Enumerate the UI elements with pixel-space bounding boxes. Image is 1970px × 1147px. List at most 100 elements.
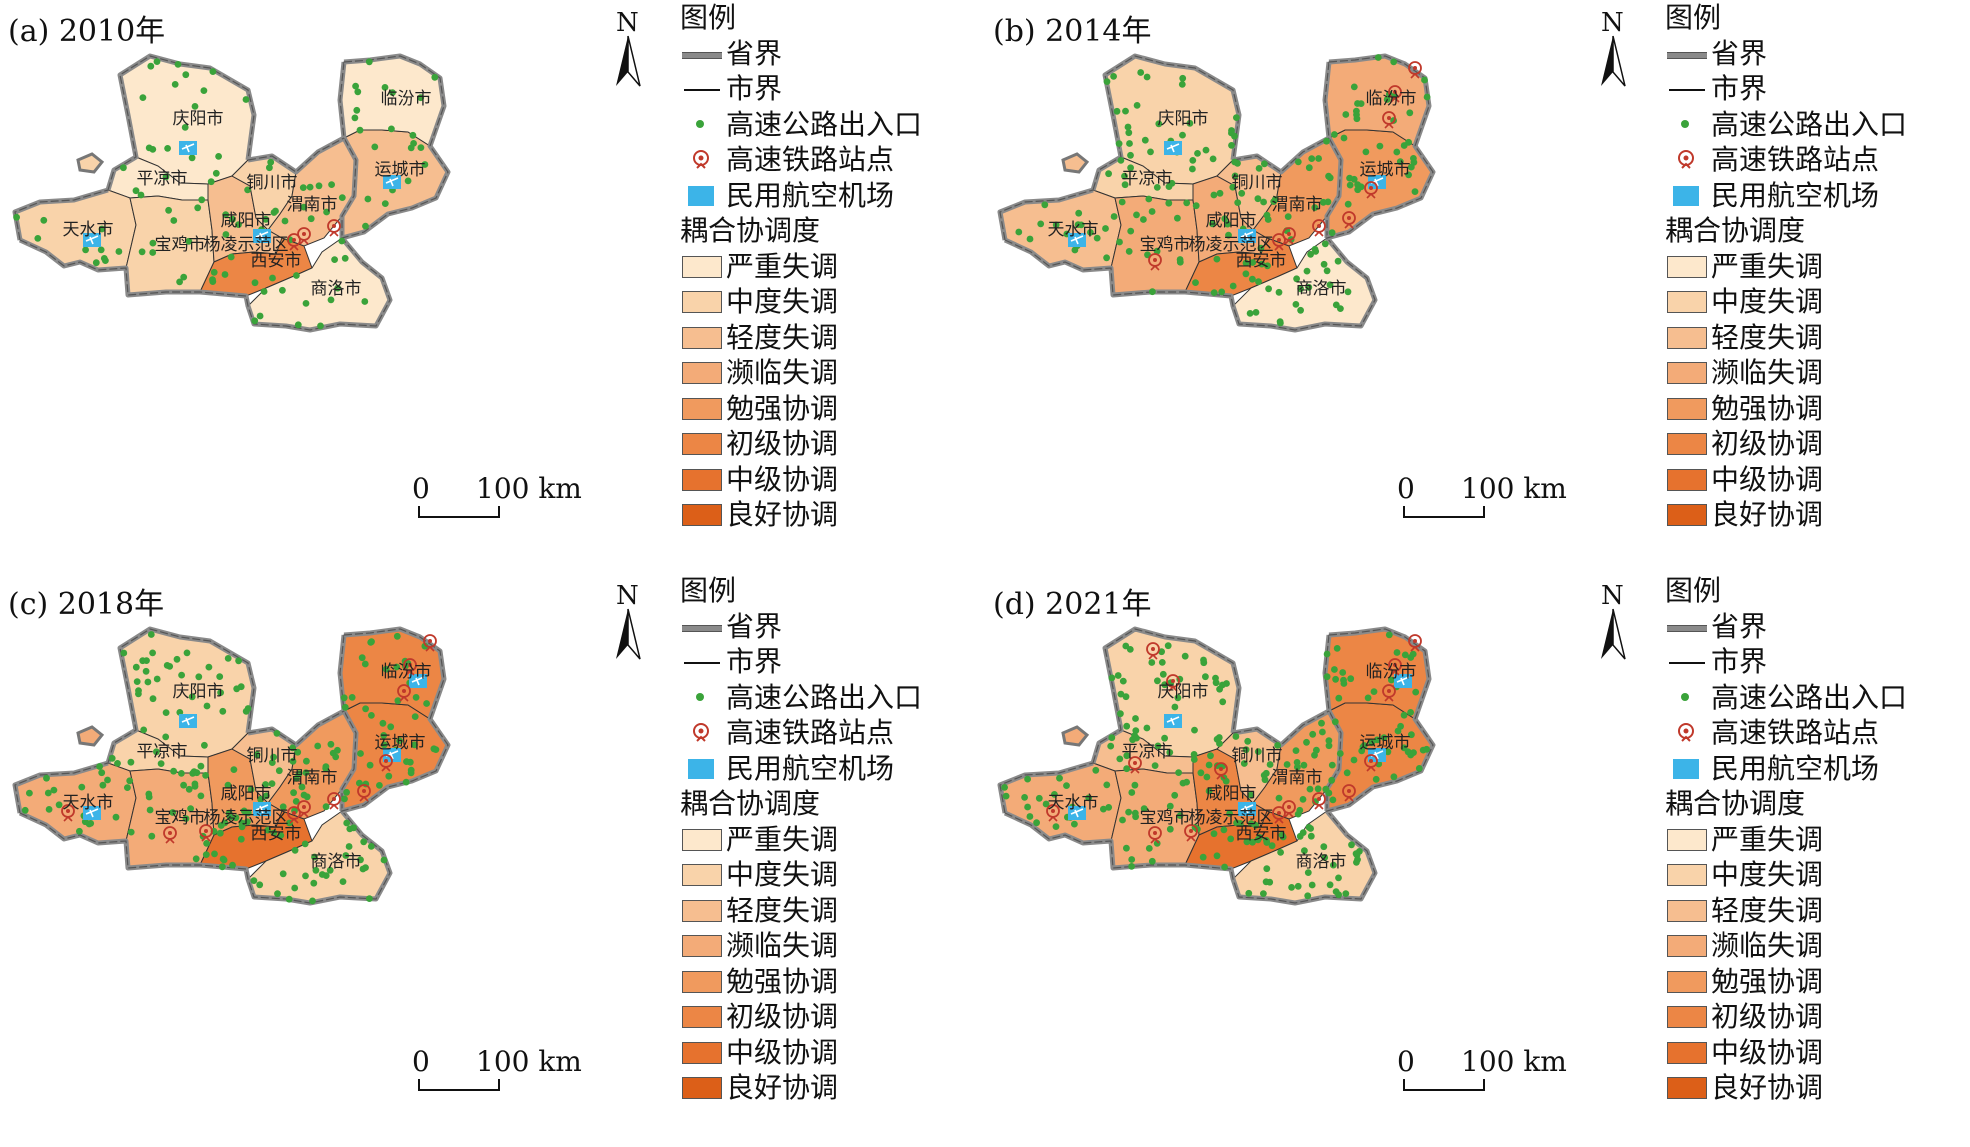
legend-class-3-symbol — [680, 893, 726, 929]
highway-exit-dot — [270, 753, 277, 761]
legend-class-5: 勉强协调 — [1665, 391, 1965, 427]
highway-exit-dot — [135, 690, 142, 698]
highway-exit-dot — [1299, 796, 1307, 803]
city-label-渭南: 渭南市 — [287, 768, 338, 788]
highway-exit-dot — [1178, 81, 1186, 88]
highway-exit-dot — [1234, 159, 1241, 167]
highway-exit-dot — [247, 786, 255, 793]
highway-exit-dot — [1344, 288, 1352, 296]
region-islet — [1061, 725, 1090, 747]
highway-exit-dot — [1344, 200, 1352, 208]
airport-icon — [1238, 229, 1256, 243]
highway-exit-dot — [1108, 734, 1116, 742]
highway-exit-dot — [1323, 650, 1331, 658]
highway-exit-dot — [1153, 247, 1161, 255]
highway-exit-dot — [403, 758, 410, 765]
highway-exit-dot — [366, 895, 373, 902]
highway-exit-dot — [1296, 806, 1304, 814]
highway-exit-dot — [343, 819, 351, 827]
highway-exit-dot — [379, 719, 387, 727]
legend-class-8-label: 良好协调 — [726, 498, 839, 531]
city-label-临汾: 临汾市 — [1366, 89, 1417, 109]
highway-exit-dot — [1213, 255, 1221, 263]
highway-exit-dot — [1242, 259, 1250, 267]
highway-exit-dot — [1145, 845, 1153, 852]
highway-exit-dot — [180, 273, 188, 281]
highway-exit-dot — [240, 807, 248, 815]
province-boundary-dash — [14, 762, 109, 814]
highway-exit-dot — [145, 790, 153, 798]
province-boundary-icon — [1667, 51, 1707, 59]
highway-exit-dot — [146, 806, 154, 814]
highway-exit-dot — [256, 881, 264, 889]
city-label-铜川: 铜川市 — [247, 173, 298, 193]
province-boundary-dash — [1326, 628, 1434, 812]
highway-exit-dot — [1171, 791, 1179, 799]
city-label-渭南: 渭南市 — [1272, 768, 1323, 788]
highway-exit-dot — [78, 783, 86, 791]
highway-exit-dot — [97, 246, 105, 254]
highway-exit-dot — [1254, 836, 1262, 844]
highway-exit-dot — [339, 878, 347, 885]
highway-exit-dot — [1233, 114, 1240, 121]
highway-exit-dot — [1247, 791, 1255, 799]
legend-class-6: 初级协调 — [680, 426, 980, 462]
legend-class-5: 勉强协调 — [680, 391, 980, 427]
highway-exit-dot — [368, 712, 375, 719]
highway-exit-dot — [1143, 724, 1151, 732]
highway-exit-dot — [367, 843, 375, 850]
highway-exit-dot — [268, 780, 276, 787]
highway-exit-dot — [1051, 791, 1058, 798]
scale-bar-line — [418, 506, 500, 518]
legend-class-4-label: 濒临失调 — [726, 356, 839, 389]
highway-exit-dot — [1325, 737, 1333, 744]
highway-exit-dot — [132, 663, 140, 671]
legend-class-1: 严重失调 — [1665, 822, 1965, 858]
highway-exit-dot — [220, 856, 228, 864]
highway-exit-dot — [1370, 688, 1378, 695]
city-label-庆阳: 庆阳市 — [173, 682, 224, 702]
highway-exit-dot — [1263, 837, 1270, 844]
highway-exit-dot — [1265, 285, 1272, 293]
highway-exit-dot — [1229, 282, 1237, 290]
highway-exit-dot — [1293, 759, 1301, 766]
city-label-临汾: 临汾市 — [381, 662, 432, 682]
class-swatch-icon — [1667, 864, 1707, 886]
airport-icon — [1068, 233, 1086, 247]
highway-exit-dot — [1383, 96, 1391, 103]
highway-exit-dot — [1174, 214, 1181, 222]
panel-title: (c) 2018年 — [8, 587, 165, 622]
highway-exit-dot — [1350, 83, 1358, 91]
rail-station-icon — [403, 658, 417, 676]
rail-station-icon — [327, 792, 341, 810]
highway-exit-dot — [1331, 718, 1339, 726]
highway-exit-dot — [277, 832, 285, 839]
highway-exit-dot — [138, 248, 146, 256]
highway-exit-dot — [205, 663, 213, 671]
province-boundary-dash — [339, 634, 357, 811]
highway-exit-dot — [332, 753, 340, 761]
highway-exit-dot — [147, 631, 155, 638]
highway-exit-dot — [1311, 245, 1319, 253]
highway-exit-dot — [1268, 842, 1276, 850]
highway-exit-dot — [1035, 794, 1043, 802]
legend-class-5-symbol — [680, 391, 726, 427]
legend-class-1-symbol — [680, 249, 726, 285]
highway-exit-dot — [1275, 288, 1283, 296]
legend-highway-exit-label: 高速公路出入口 — [726, 107, 923, 141]
highway-exit-dot — [1400, 744, 1408, 752]
highway-exit-dot — [176, 278, 184, 286]
legend-airport: 民用航空机场 — [680, 178, 980, 214]
highway-exit-dot — [1304, 892, 1312, 900]
highway-exit-dot — [162, 709, 170, 716]
north-arrow-icon — [1601, 35, 1626, 87]
highway-exit-dot — [1234, 199, 1242, 207]
legend-class-1: 严重失调 — [680, 249, 980, 285]
highway-exit-dot — [1242, 746, 1250, 754]
highway-exit-dot — [430, 745, 438, 753]
highway-exit-dot — [1314, 785, 1322, 793]
highway-exit-dot — [1115, 140, 1123, 148]
highway-exit-dot — [209, 276, 216, 284]
province-boundary-dash — [1004, 237, 1376, 331]
legend-province-boundary-symbol — [680, 36, 726, 72]
